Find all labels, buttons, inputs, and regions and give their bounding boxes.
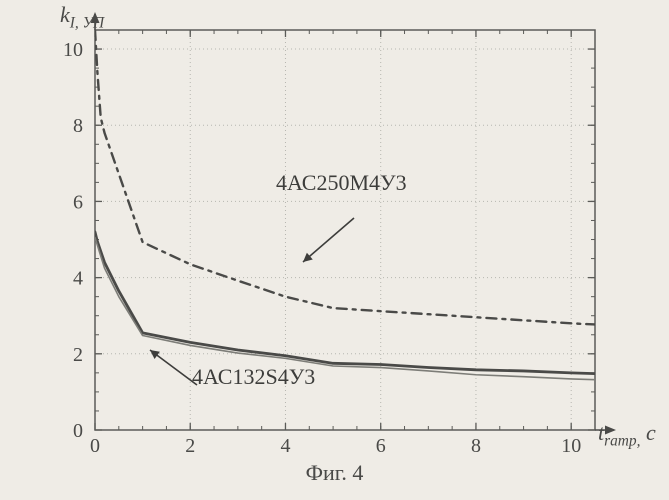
x-tick-label: 0 — [90, 435, 100, 457]
y-tick-label: 6 — [73, 191, 83, 213]
y-tick-label: 10 — [63, 39, 83, 61]
figure: 0 2 4 6 8 10 0 2 4 6 8 10 4АС250М4У3 4АС132S4У3 kI, У… — [0, 0, 669, 500]
x-tick-label: 10 — [561, 435, 581, 457]
x-tick-label: 4 — [280, 435, 290, 457]
x-axis-label: tramp, c — [598, 420, 656, 450]
x-tick-label: 2 — [185, 435, 195, 457]
y-tick-label: 4 — [73, 268, 83, 290]
x-tick-label: 8 — [471, 435, 481, 457]
chart-canvas: 0 2 4 6 8 10 0 2 4 6 8 10 4АС250М4У3 4АС132S4У3 — [0, 0, 669, 500]
y-tick-label: 0 — [73, 420, 83, 442]
ann-132-label: 4АС132S4У3 — [192, 364, 315, 389]
y-tick-label: 8 — [73, 115, 83, 137]
y-axis-label: kI, УП — [60, 2, 104, 32]
figure-caption: Фиг. 4 — [0, 460, 669, 486]
ann-250-label: 4АС250М4У3 — [276, 170, 407, 195]
y-tick-label: 2 — [73, 344, 83, 366]
x-tick-label: 6 — [376, 435, 386, 457]
